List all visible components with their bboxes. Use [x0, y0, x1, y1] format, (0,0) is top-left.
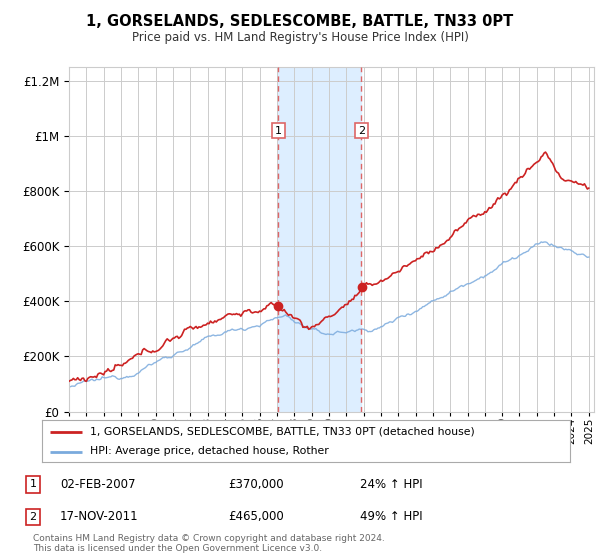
Text: HPI: Average price, detached house, Rother: HPI: Average price, detached house, Roth… — [89, 446, 328, 456]
Text: 2: 2 — [29, 512, 37, 522]
Text: Contains HM Land Registry data © Crown copyright and database right 2024.
This d: Contains HM Land Registry data © Crown c… — [33, 534, 385, 553]
Text: Price paid vs. HM Land Registry's House Price Index (HPI): Price paid vs. HM Land Registry's House … — [131, 31, 469, 44]
Text: 1, GORSELANDS, SEDLESCOMBE, BATTLE, TN33 0PT: 1, GORSELANDS, SEDLESCOMBE, BATTLE, TN33… — [86, 14, 514, 29]
Text: 1: 1 — [275, 125, 282, 136]
Text: 17-NOV-2011: 17-NOV-2011 — [60, 510, 139, 524]
Text: £370,000: £370,000 — [228, 478, 284, 491]
Text: 2: 2 — [358, 125, 365, 136]
Text: £465,000: £465,000 — [228, 510, 284, 524]
Text: 49% ↑ HPI: 49% ↑ HPI — [360, 510, 422, 524]
Text: 02-FEB-2007: 02-FEB-2007 — [60, 478, 136, 491]
Bar — [278, 67, 361, 412]
Text: 1: 1 — [29, 479, 37, 489]
Text: 24% ↑ HPI: 24% ↑ HPI — [360, 478, 422, 491]
Text: 1, GORSELANDS, SEDLESCOMBE, BATTLE, TN33 0PT (detached house): 1, GORSELANDS, SEDLESCOMBE, BATTLE, TN33… — [89, 427, 474, 437]
